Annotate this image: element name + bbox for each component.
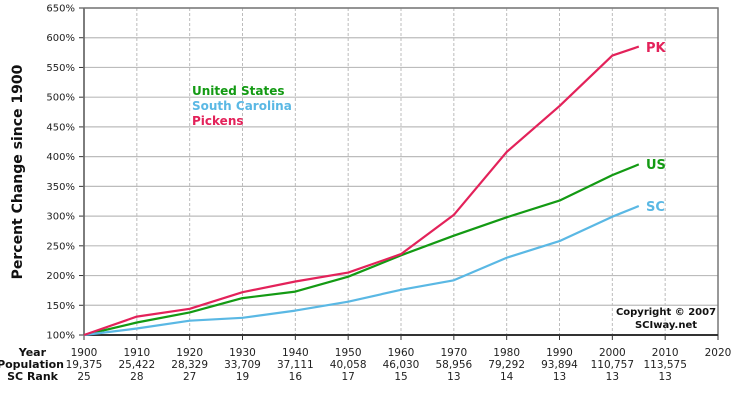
legend-item-sc: South Carolina <box>192 99 292 113</box>
y-tick-label: 400% <box>46 152 75 163</box>
table-year: 1960 <box>388 347 415 359</box>
series-line-sc <box>83 204 640 337</box>
table-year: 2000 <box>599 347 626 359</box>
table-rank: 16 <box>289 371 303 383</box>
row-header-population: Population <box>0 358 64 371</box>
table-population: 58,956 <box>435 359 472 371</box>
table-population: 46,030 <box>383 359 420 371</box>
table-rank: 13 <box>447 371 460 383</box>
table-rank: 14 <box>500 371 514 383</box>
data-series <box>83 45 640 337</box>
series-line-pk <box>83 45 640 337</box>
y-tick-label: 600% <box>46 33 75 44</box>
row-header-rank: SC Rank <box>7 370 59 383</box>
table-year: 1970 <box>440 347 467 359</box>
y-axis-ticks: 100% 150% 200% 250% 300% 350% 400% 450% 500% 550%… <box>46 4 85 342</box>
table-population: 93,894 <box>541 359 578 371</box>
y-tick-label: 200% <box>46 271 75 282</box>
table-year: 1900 <box>71 347 98 359</box>
copyright-line2: SCIway.net <box>635 320 697 331</box>
table-population: 19,375 <box>66 359 103 371</box>
table-population: 79,292 <box>488 359 525 371</box>
table-year: 1950 <box>335 347 362 359</box>
table-year: 2010 <box>652 347 679 359</box>
table-year: 1940 <box>282 347 309 359</box>
table-rank: 15 <box>394 371 407 383</box>
series-line-us <box>83 163 640 337</box>
y-tick-label: 500% <box>46 93 75 104</box>
y-tick-label: 450% <box>46 122 75 133</box>
y-tick-label: 300% <box>46 212 75 223</box>
end-label-pk: PK <box>646 41 667 56</box>
table-rank: 28 <box>130 371 143 383</box>
y-tick-label: 250% <box>46 241 75 252</box>
table-population: 110,757 <box>591 359 634 371</box>
table-rank: 13 <box>658 371 671 383</box>
y-tick-label: 100% <box>46 331 75 342</box>
table-population: 33,709 <box>224 359 261 371</box>
table-rank: 17 <box>341 371 354 383</box>
y-tick-label: 550% <box>46 63 75 74</box>
table-rank: 13 <box>606 371 619 383</box>
table-rank: 19 <box>236 371 249 383</box>
y-tick-label: 150% <box>46 301 75 312</box>
table-population: 28,329 <box>171 359 208 371</box>
table-population: 113,575 <box>643 359 686 371</box>
table-year: 2020 <box>705 347 732 359</box>
data-table-headers: Year Population SC Rank <box>0 346 64 383</box>
end-label-us: US <box>646 158 666 173</box>
y-axis-title: Percent Change since 1900 <box>10 64 26 279</box>
table-year: 1990 <box>546 347 573 359</box>
table-population: 40,058 <box>330 359 367 371</box>
legend-item-pk: Pickens <box>192 114 244 128</box>
table-year: 1910 <box>123 347 150 359</box>
table-year: 1980 <box>493 347 520 359</box>
table-year: 1920 <box>176 347 203 359</box>
table-population: 25,422 <box>118 359 155 371</box>
end-label-sc: SC <box>646 200 665 215</box>
legend: United States South Carolina Pickens <box>192 84 292 128</box>
table-rank: 25 <box>77 371 90 383</box>
table-rank: 27 <box>183 371 196 383</box>
row-header-year: Year <box>18 346 47 359</box>
table-rank: 13 <box>553 371 566 383</box>
y-tick-label: 650% <box>46 4 75 15</box>
y-tick-label: 350% <box>46 182 75 193</box>
table-year: 1930 <box>229 347 256 359</box>
copyright-line1: Copyright © 2007 <box>616 307 716 318</box>
table-population: 37,111 <box>277 359 314 371</box>
legend-item-us: United States <box>192 84 285 98</box>
